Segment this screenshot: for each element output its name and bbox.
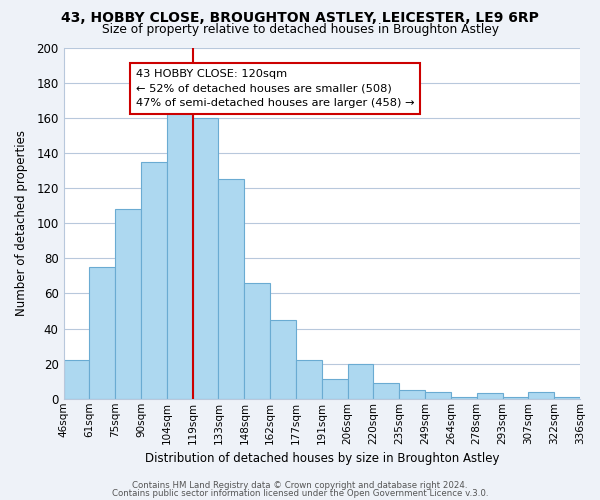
Bar — [270, 320, 296, 399]
Text: 43, HOBBY CLOSE, BROUGHTON ASTLEY, LEICESTER, LE9 6RP: 43, HOBBY CLOSE, BROUGHTON ASTLEY, LEICE… — [61, 11, 539, 25]
Bar — [193, 118, 218, 399]
Bar — [503, 397, 529, 399]
Text: 43 HOBBY CLOSE: 120sqm
← 52% of detached houses are smaller (508)
47% of semi-de: 43 HOBBY CLOSE: 120sqm ← 52% of detached… — [136, 68, 415, 108]
X-axis label: Distribution of detached houses by size in Broughton Astley: Distribution of detached houses by size … — [145, 452, 499, 465]
Bar — [425, 392, 451, 399]
Bar — [451, 397, 477, 399]
Bar — [141, 162, 167, 399]
Bar — [347, 364, 373, 399]
Bar — [373, 383, 399, 399]
Bar — [64, 360, 89, 399]
Y-axis label: Number of detached properties: Number of detached properties — [15, 130, 28, 316]
Bar — [322, 380, 347, 399]
Bar — [218, 179, 244, 399]
Bar — [244, 283, 270, 399]
Bar — [399, 390, 425, 399]
Text: Contains public sector information licensed under the Open Government Licence v.: Contains public sector information licen… — [112, 488, 488, 498]
Text: Contains HM Land Registry data © Crown copyright and database right 2024.: Contains HM Land Registry data © Crown c… — [132, 481, 468, 490]
Bar — [296, 360, 322, 399]
Text: Size of property relative to detached houses in Broughton Astley: Size of property relative to detached ho… — [101, 22, 499, 36]
Bar — [115, 209, 141, 399]
Bar — [554, 397, 580, 399]
Bar — [89, 267, 115, 399]
Bar — [529, 392, 554, 399]
Bar — [477, 394, 503, 399]
Bar — [167, 104, 193, 399]
